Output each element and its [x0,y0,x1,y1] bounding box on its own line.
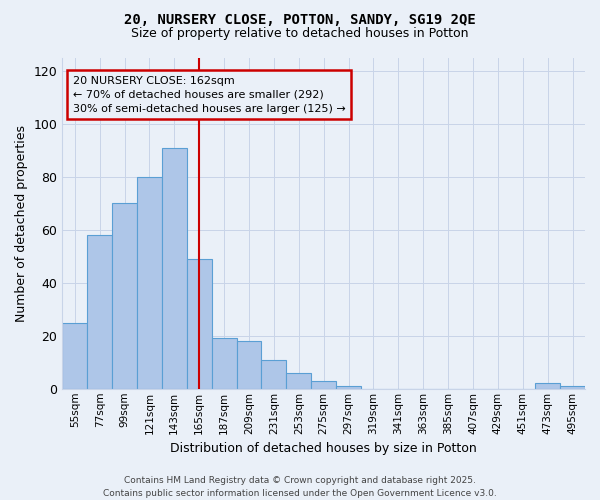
Bar [62,322,87,389]
Bar [87,235,112,389]
Bar [137,177,162,389]
Y-axis label: Number of detached properties: Number of detached properties [15,124,28,322]
Text: 20 NURSERY CLOSE: 162sqm
← 70% of detached houses are smaller (292)
30% of semi-: 20 NURSERY CLOSE: 162sqm ← 70% of detach… [73,76,346,114]
Bar [535,384,560,389]
Bar [162,148,187,389]
Bar [212,338,236,389]
Bar [236,341,262,389]
Bar [112,204,137,389]
Text: Size of property relative to detached houses in Potton: Size of property relative to detached ho… [131,28,469,40]
Bar [560,386,585,389]
Text: Contains HM Land Registry data © Crown copyright and database right 2025.
Contai: Contains HM Land Registry data © Crown c… [103,476,497,498]
Bar [311,381,336,389]
Bar [262,360,286,389]
X-axis label: Distribution of detached houses by size in Potton: Distribution of detached houses by size … [170,442,477,455]
Bar [187,259,212,389]
Text: 20, NURSERY CLOSE, POTTON, SANDY, SG19 2QE: 20, NURSERY CLOSE, POTTON, SANDY, SG19 2… [124,12,476,26]
Bar [286,373,311,389]
Bar [336,386,361,389]
